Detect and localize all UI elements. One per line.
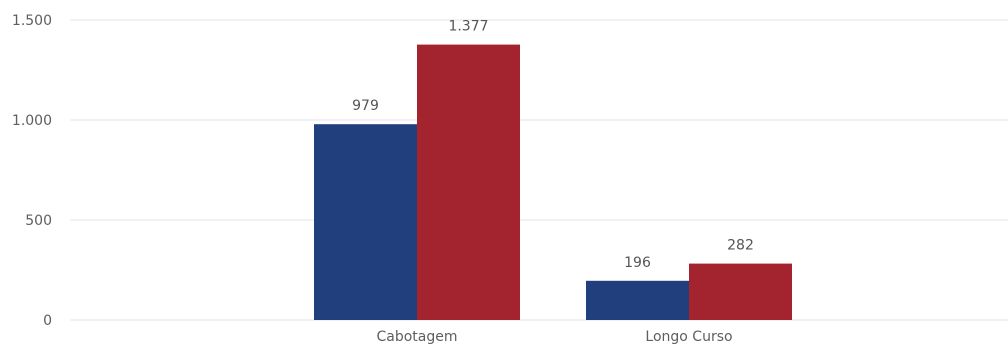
y-tick-label-3: 1.500 [12, 13, 52, 29]
category-label-0: Cabotagem [376, 329, 457, 345]
bar-1-0[interactable] [586, 281, 689, 320]
category-label-1: Longo Curso [645, 329, 732, 345]
bars [314, 45, 792, 320]
y-tick-label-1: 500 [25, 213, 52, 229]
category-labels: Cabotagem Longo Curso [376, 329, 732, 345]
y-tick-label-2: 1.000 [12, 113, 52, 129]
bar-0-1[interactable] [417, 45, 520, 320]
data-label-1-0: 196 [624, 255, 651, 271]
gridlines [70, 20, 1008, 320]
data-label-0-0: 979 [352, 98, 379, 114]
bar-0-0[interactable] [314, 124, 417, 320]
y-axis-tick-labels: 0 500 1.000 1.500 [12, 13, 52, 329]
data-label-0-1: 1.377 [448, 19, 488, 35]
data-label-1-1: 282 [727, 238, 754, 254]
bar-1-1[interactable] [689, 264, 792, 320]
y-tick-label-0: 0 [43, 313, 52, 329]
